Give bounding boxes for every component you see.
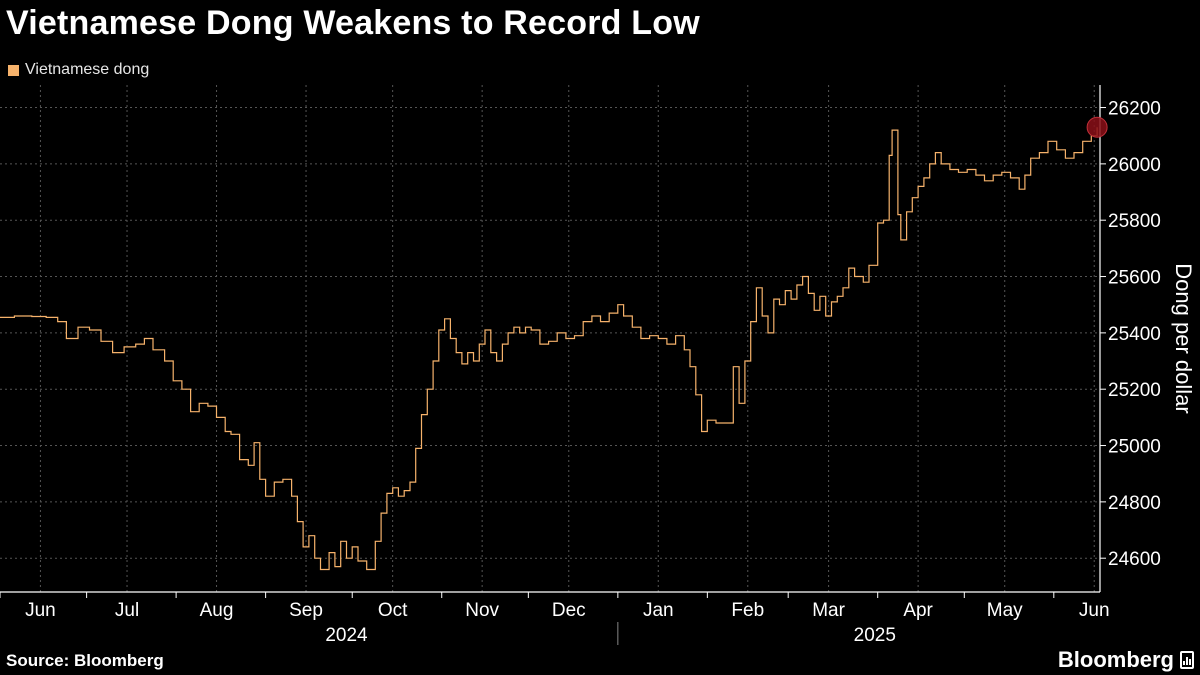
source-note: Source: Bloomberg: [6, 651, 164, 670]
y-tick-label: 25400: [1108, 324, 1161, 345]
y-tick-label: 25000: [1108, 437, 1161, 458]
x-tick-label: Jul: [115, 600, 139, 621]
x-tick-label: Jan: [643, 600, 674, 621]
x-tick-label: Mar: [812, 600, 845, 621]
y-tick-label: 24800: [1108, 493, 1161, 514]
legend-swatch: [8, 64, 19, 76]
y-tick-label: 26000: [1108, 155, 1161, 176]
x-tick-label: Nov: [465, 600, 499, 621]
bloomberg-logo: Bloomberg: [1058, 647, 1194, 673]
series-line-vietnamese-dong: [0, 127, 1098, 571]
x-tick-label: Jun: [25, 600, 56, 621]
year-label: 2024: [325, 625, 368, 646]
y-tick-label: 25600: [1108, 268, 1161, 289]
y-tick-label: 24600: [1108, 549, 1161, 570]
x-tick-label: Jun: [1079, 600, 1110, 621]
bloomberg-terminal-icon: [1180, 651, 1194, 669]
chart-title: Vietnamese Dong Weakens to Record Low: [6, 4, 700, 42]
x-tick-label: May: [987, 600, 1023, 621]
x-tick-label: Apr: [903, 600, 933, 621]
y-tick-label: 25200: [1108, 380, 1161, 401]
x-tick-label: Aug: [200, 600, 234, 621]
x-tick-label: Dec: [552, 600, 586, 621]
legend: Vietnamese dong: [8, 61, 149, 79]
x-tick-label: Sep: [289, 600, 323, 621]
x-tick-label: Feb: [731, 600, 764, 621]
y-axis-label: Dong per dollar: [1171, 263, 1196, 413]
year-label: 2025: [854, 625, 896, 646]
x-tick-label: Oct: [378, 600, 408, 621]
y-tick-label: 25800: [1108, 211, 1161, 232]
y-tick-label: 26200: [1108, 99, 1161, 120]
legend-label: Vietnamese dong: [25, 61, 150, 78]
latest-point-marker: [1086, 116, 1108, 138]
brand-name: Bloomberg: [1057, 647, 1174, 672]
